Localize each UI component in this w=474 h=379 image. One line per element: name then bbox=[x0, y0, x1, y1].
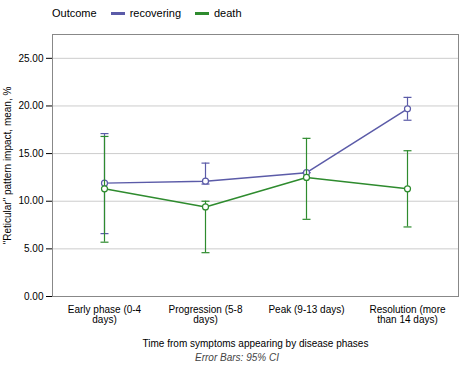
svg-text:"Reticular" pattern impact, me: "Reticular" pattern impact, mean, % bbox=[2, 87, 13, 245]
svg-text:0.00: 0.00 bbox=[24, 291, 44, 302]
svg-text:20.00: 20.00 bbox=[18, 100, 43, 111]
svg-text:10.00: 10.00 bbox=[18, 195, 43, 206]
svg-text:5.00: 5.00 bbox=[24, 243, 44, 254]
html-text:recovering: recovering bbox=[129, 7, 181, 19]
svg-text:Peak (9-13 days): Peak (9-13 days) bbox=[268, 304, 344, 315]
html-text:death: death bbox=[214, 7, 242, 19]
svg-text:Time from symptoms appearing b: Time from symptoms appearing by disease … bbox=[143, 338, 369, 349]
svg-text:Progression (5-8days): Progression (5-8days) bbox=[169, 304, 243, 325]
svg-text:Resolution (morethan 14 days): Resolution (morethan 14 days) bbox=[369, 304, 446, 325]
html-text:Outcome: Outcome bbox=[52, 7, 97, 19]
html-text:Error Bars: 95% CI: Error Bars: 95% CI bbox=[195, 352, 279, 363]
svg-text:Early phase (0-4days): Early phase (0-4days) bbox=[68, 304, 142, 325]
svg-text:15.00: 15.00 bbox=[18, 148, 43, 159]
svg-text:25.00: 25.00 bbox=[18, 53, 43, 64]
